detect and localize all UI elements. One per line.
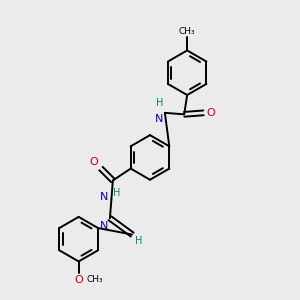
Text: H: H — [135, 236, 142, 246]
Text: CH₃: CH₃ — [87, 274, 104, 284]
Text: N: N — [100, 192, 108, 202]
Text: H: H — [156, 98, 164, 108]
Text: O: O — [206, 108, 214, 118]
Text: N: N — [100, 220, 108, 231]
Text: N: N — [155, 114, 164, 124]
Text: O: O — [74, 274, 83, 284]
Text: O: O — [90, 157, 99, 167]
Text: H: H — [113, 188, 120, 198]
Text: CH₃: CH₃ — [179, 27, 196, 36]
